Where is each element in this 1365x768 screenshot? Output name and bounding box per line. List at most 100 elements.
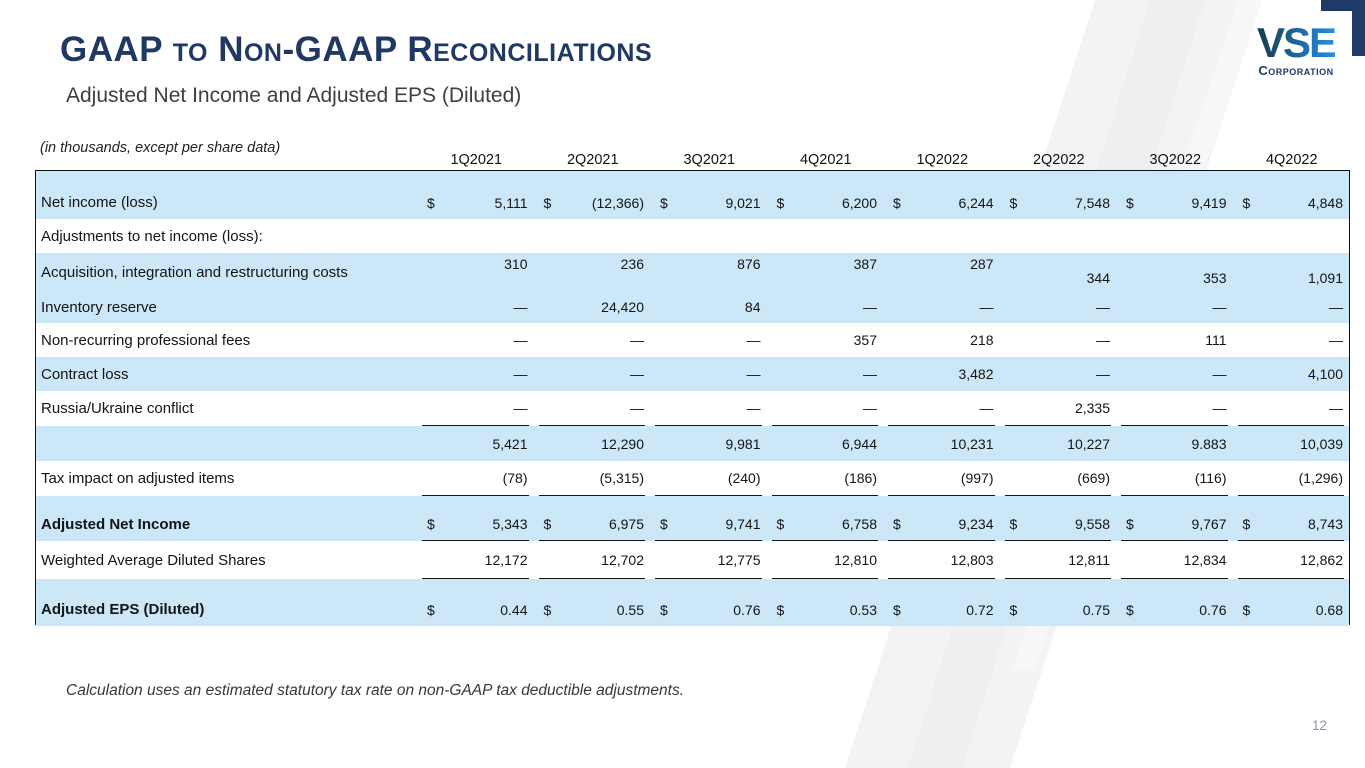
cell-value: — (1329, 400, 1343, 416)
cell-value: — (863, 366, 877, 382)
cell-value: — (1329, 299, 1343, 315)
value-cell: — (767, 357, 884, 391)
value-cell: 12,172 (417, 541, 534, 579)
row-label: Net income (loss) (41, 194, 158, 211)
value-cell (767, 219, 884, 253)
column-header: 2Q2022 (1032, 152, 1085, 168)
dollar-sign: $ (427, 195, 435, 211)
value-cell: $0.68 (1233, 579, 1350, 626)
column-header: 1Q2021 (450, 152, 503, 168)
value-cell (650, 219, 767, 253)
value-cell: 12,803 (883, 541, 1000, 579)
cell-value: 12,811 (1068, 551, 1110, 568)
cell-value: — (630, 366, 644, 382)
value-cell: (116) (1116, 461, 1233, 496)
dollar-sign: $ (660, 602, 668, 618)
value-cell: 10,227 (1000, 426, 1117, 461)
cell-value: — (863, 400, 877, 416)
dollar-sign: $ (543, 516, 552, 532)
value-cell: $0.72 (883, 579, 1000, 626)
cell-value: — (513, 299, 528, 315)
cell-value: 5,343 (492, 516, 528, 532)
value-cell: 876 (650, 253, 767, 291)
value-cell: — (417, 391, 534, 426)
value-cell: — (417, 291, 534, 323)
value-cell: $0.76 (1116, 579, 1233, 626)
value-cell: 310 (417, 253, 534, 291)
value-cell: 12,290 (534, 426, 651, 461)
cell-value: 10,231 (950, 435, 994, 452)
value-cell: $4,848 (1233, 171, 1350, 219)
value-cell: $6,758 (767, 496, 884, 541)
value-cell: 12,862 (1233, 541, 1350, 579)
cell-value: 0.53 (849, 602, 877, 618)
cell-value: 0.44 (500, 602, 528, 618)
logo-subtext: Corporation (1258, 63, 1334, 78)
value-cell: $9,558 (1000, 496, 1117, 541)
cell-value: 4,848 (1307, 195, 1343, 211)
column-header: 2Q2021 (566, 152, 619, 168)
page-subtitle: Adjusted Net Income and Adjusted EPS (Di… (66, 84, 522, 107)
value-cell: 3,482 (883, 357, 1000, 391)
dollar-sign: $ (893, 602, 901, 618)
cell-value: 6,758 (841, 516, 877, 532)
value-cell: (240) (650, 461, 767, 496)
value-cell: (997) (883, 461, 1000, 496)
dollar-sign: $ (1242, 195, 1251, 211)
table-row: Acquisition, integration and restructuri… (36, 253, 1349, 291)
footnote: Calculation uses an estimated statutory … (66, 682, 685, 699)
cell-value: (997) (960, 470, 994, 486)
value-cell: 353 (1116, 253, 1233, 291)
cell-value: — (630, 400, 644, 416)
table-row: Russia/Ukraine conflict — — — — — 2,335 — — (36, 391, 1349, 426)
dollar-sign: $ (893, 195, 901, 211)
value-cell: 84 (650, 291, 767, 323)
cell-value: — (513, 366, 528, 382)
value-cell: (78) (417, 461, 534, 496)
logo-wordmark: VSE (1256, 19, 1337, 66)
row-label: Tax impact on adjusted items (41, 470, 235, 487)
cell-value: 12,862 (1300, 551, 1343, 568)
cell-value: 5,111 (494, 195, 528, 211)
value-cell: $ (12,366) (534, 171, 651, 219)
dollar-sign: $ (776, 195, 785, 211)
dollar-sign: $ (776, 602, 785, 618)
cell-value: 12,172 (484, 551, 528, 568)
cell-value: (240) (727, 470, 761, 486)
cell-value: 0.68 (1315, 602, 1343, 618)
value-cell: — (767, 391, 884, 426)
cell-value: — (979, 400, 994, 416)
value-cell: 6,944 (767, 426, 884, 461)
dollar-sign: $ (1126, 195, 1134, 211)
value-cell: — (1116, 291, 1233, 323)
cell-value: 218 (970, 332, 994, 348)
cell-value: 24,420 (601, 299, 644, 315)
value-cell: — (534, 357, 651, 391)
row-label (36, 426, 417, 461)
corner-accent-side-bar (1352, 0, 1365, 56)
value-cell: 357 (767, 323, 884, 357)
dollar-sign: $ (1009, 516, 1018, 532)
value-cell: $5,111 (417, 171, 534, 219)
value-cell: 218 (883, 323, 1000, 357)
value-cell: $6,244 (883, 171, 1000, 219)
cell-value: 9,558 (1074, 516, 1110, 532)
cell-value: — (1212, 299, 1227, 315)
value-cell (1000, 219, 1117, 253)
cell-value: (78) (502, 470, 528, 486)
dollar-sign: $ (1126, 602, 1134, 618)
column-header: 4Q2021 (799, 152, 852, 168)
cell-value: 9,021 (725, 195, 761, 211)
dollar-sign: $ (893, 516, 901, 532)
value-cell: 1,091 (1233, 253, 1350, 291)
units-note: (in thousands, except per share data) (40, 140, 281, 156)
cell-value: 0.72 (966, 602, 994, 618)
cell-value: 357 (853, 332, 877, 348)
cell-value: 876 (737, 256, 761, 272)
row-label: Adjusted EPS (Diluted) (41, 601, 205, 618)
value-cell: $9,021 (650, 171, 767, 219)
value-cell: — (1000, 323, 1117, 357)
row-label: Russia/Ukraine conflict (41, 400, 194, 417)
dollar-sign: $ (1242, 516, 1251, 532)
